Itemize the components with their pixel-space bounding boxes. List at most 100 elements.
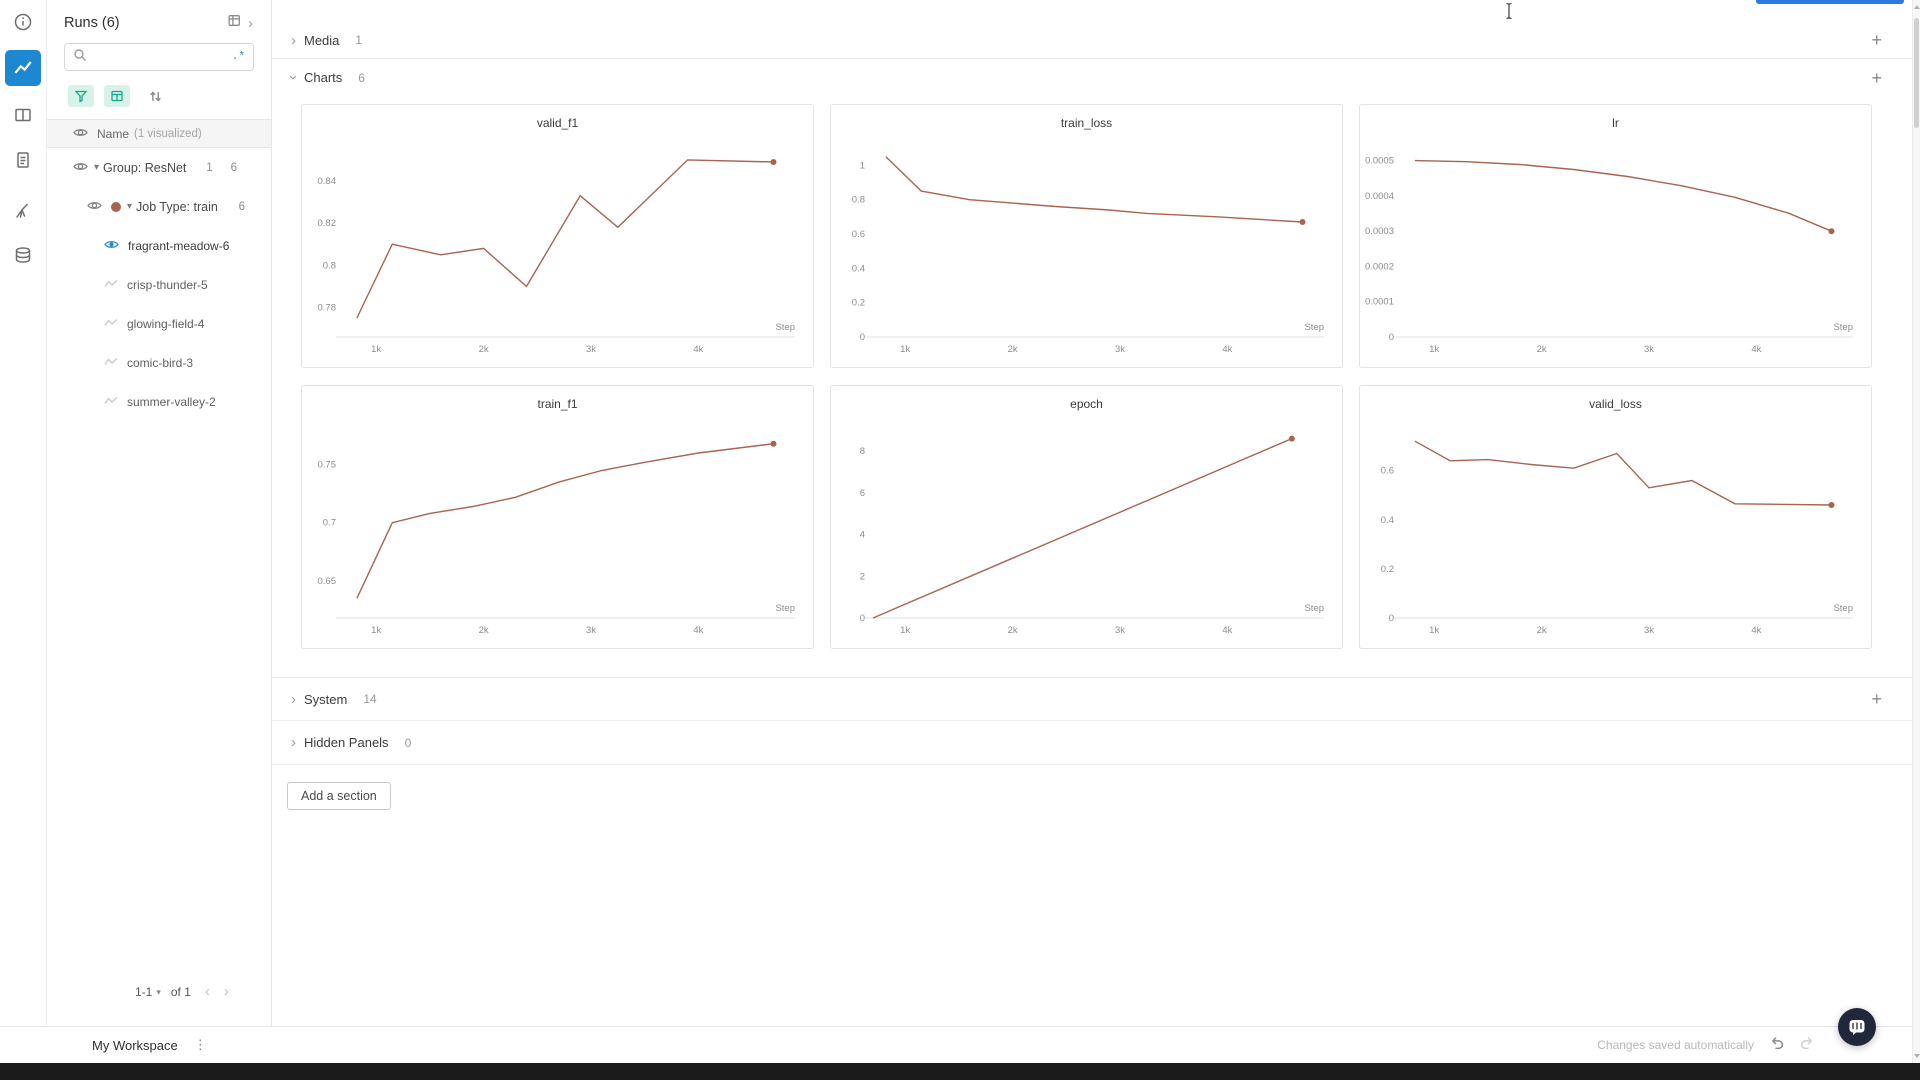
- scrollbar[interactable]: [1912, 0, 1920, 1063]
- section-charts[interactable]: › Charts 6 +: [272, 59, 1912, 96]
- run-line-icon[interactable]: [104, 393, 118, 411]
- svg-text:8: 8: [860, 446, 865, 457]
- save-status: Changes saved automatically: [1597, 1038, 1754, 1052]
- filter-button[interactable]: [68, 85, 94, 107]
- run-item[interactable]: glowing-field-4: [47, 304, 271, 343]
- svg-text:0.0002: 0.0002: [1365, 262, 1394, 273]
- search-input[interactable]: [93, 50, 232, 64]
- prev-page-icon[interactable]: ‹: [204, 983, 210, 1000]
- chart-panel[interactable]: train_loss 1k 2k 3k 4k 0 0.2 0.4 0.6 0.8 1 Step: [830, 104, 1343, 368]
- artifacts-icon[interactable]: [11, 243, 35, 267]
- scroll-down-icon[interactable]: [1914, 1054, 1920, 1058]
- chevron-right-icon[interactable]: ›: [291, 690, 296, 708]
- chart-panel[interactable]: valid_f1 1k 2k 3k 4k 0.78 0.8 0.82 0.84 Step: [301, 104, 814, 368]
- page-of: of 1: [170, 984, 191, 999]
- undo-icon[interactable]: [1768, 1034, 1785, 1056]
- run-item[interactable]: fragrant-meadow-6: [47, 226, 271, 265]
- sweeps-icon[interactable]: [11, 199, 35, 223]
- svg-text:0.65: 0.65: [318, 576, 337, 587]
- add-panel-icon[interactable]: +: [1871, 67, 1882, 88]
- section-hidden-panels[interactable]: › Hidden Panels 0: [272, 721, 1912, 765]
- svg-text:0.2: 0.2: [1381, 564, 1394, 575]
- svg-text:1k: 1k: [900, 344, 910, 355]
- group-row[interactable]: ▾ Group: ResNet 1 6: [47, 148, 271, 187]
- section-count: 0: [404, 735, 412, 750]
- svg-text:0.0003: 0.0003: [1365, 226, 1394, 237]
- svg-text:0: 0: [860, 613, 865, 624]
- runs-table-toggle-icon[interactable]: [227, 13, 242, 33]
- svg-text:1k: 1k: [1429, 625, 1439, 636]
- add-section-button[interactable]: Add a section: [287, 782, 391, 810]
- svg-text:Step: Step: [1304, 322, 1324, 333]
- eye-icon[interactable]: [87, 200, 102, 214]
- svg-text:1: 1: [860, 160, 865, 171]
- chart-panel[interactable]: train_f1 1k 2k 3k 4k 0.65 0.7 0.75 Step: [301, 385, 814, 649]
- chart-title: train_loss: [1060, 116, 1113, 130]
- workspace-menu-icon[interactable]: ⋮: [193, 1037, 207, 1052]
- svg-text:2k: 2k: [1537, 625, 1547, 636]
- svg-text:0.75: 0.75: [318, 460, 337, 471]
- name-column-label: Name: [97, 126, 130, 141]
- chat-messenger-button[interactable]: [1838, 1008, 1876, 1046]
- run-line-icon[interactable]: [104, 315, 118, 333]
- eye-icon[interactable]: [104, 237, 119, 255]
- regex-toggle[interactable]: .*: [231, 51, 245, 63]
- section-media[interactable]: › Media 1 +: [272, 22, 1912, 59]
- runs-sidebar: Runs (6) › .*: [47, 0, 272, 1026]
- caret-down-icon[interactable]: ▾: [94, 162, 100, 173]
- page-range[interactable]: 1-1: [135, 984, 153, 999]
- chevron-right-icon[interactable]: ›: [291, 31, 296, 49]
- add-panel-icon[interactable]: +: [1871, 30, 1882, 50]
- svg-text:Step: Step: [1833, 322, 1853, 333]
- caret-down-icon[interactable]: ▾: [127, 201, 133, 212]
- runs-title: Runs (6): [64, 15, 120, 31]
- scrollbar-thumb[interactable]: [1914, 18, 1919, 128]
- chart-title: lr: [1612, 116, 1619, 130]
- runs-table-icon[interactable]: [11, 103, 35, 127]
- runs-pagination: 1-1 ▾ of 1 ‹ ›: [135, 983, 229, 1000]
- run-item[interactable]: summer-valley-2: [47, 382, 271, 421]
- workspace-charts-icon[interactable]: [5, 50, 41, 86]
- svg-text:2k: 2k: [1008, 344, 1018, 355]
- caret-down-icon[interactable]: ▾: [156, 987, 161, 997]
- section-system[interactable]: › System 14 +: [272, 677, 1912, 721]
- section-label: Charts: [304, 70, 343, 85]
- run-item[interactable]: comic-bird-3: [47, 343, 271, 382]
- chart-panel[interactable]: lr 1k 2k 3k 4k 0 0.0001 0.0002 0.0003 0.0004 0.000…: [1359, 104, 1872, 368]
- chevron-right-icon[interactable]: ›: [248, 14, 253, 32]
- eye-icon[interactable]: [73, 125, 88, 143]
- eye-icon[interactable]: [73, 161, 88, 175]
- chevron-down-icon[interactable]: ›: [285, 75, 302, 80]
- svg-text:2k: 2k: [479, 625, 489, 636]
- next-page-icon[interactable]: ›: [223, 983, 229, 1000]
- chart-panel[interactable]: epoch 1k 2k 3k 4k 0 2 4 6 8 Step: [830, 385, 1343, 649]
- info-icon[interactable]: [11, 10, 35, 34]
- chart-title: train_f1: [537, 397, 578, 411]
- svg-text:3k: 3k: [586, 344, 596, 355]
- scroll-up-icon[interactable]: [1914, 5, 1920, 9]
- redo-icon[interactable]: [1799, 1034, 1816, 1056]
- svg-text:0.84: 0.84: [318, 176, 337, 187]
- chevron-right-icon[interactable]: ›: [291, 734, 296, 751]
- run-line-icon[interactable]: [104, 354, 118, 372]
- reports-icon[interactable]: [11, 148, 35, 172]
- chart-panel[interactable]: valid_loss 1k 2k 3k 4k 0 0.2 0.4 0.6 Step: [1359, 385, 1872, 649]
- section-count: 1: [355, 33, 363, 47]
- svg-text:Step: Step: [1833, 603, 1853, 614]
- jobtype-runs-count: 6: [238, 200, 245, 213]
- svg-text:4k: 4k: [1751, 344, 1761, 355]
- chart-plot: 1k 2k 3k 4k 0.78 0.8 0.82 0.84 Step: [318, 159, 795, 355]
- section-label: Media: [304, 32, 340, 48]
- runs-search-box[interactable]: .*: [64, 43, 254, 71]
- group-button[interactable]: [104, 85, 130, 107]
- jobtype-row[interactable]: ▾ Job Type: train 6: [47, 187, 271, 226]
- run-item[interactable]: crisp-thunder-5: [47, 265, 271, 304]
- add-panel-icon[interactable]: +: [1871, 689, 1882, 709]
- run-name: fragrant-meadow-6: [128, 238, 230, 253]
- workspace-name[interactable]: My Workspace: [92, 1037, 178, 1053]
- chart-plot: 1k 2k 3k 4k 0 0.0001 0.0002 0.0003 0.0004 0.0005 S…: [1365, 156, 1853, 355]
- visualized-header-row[interactable]: Name (1 visualized): [47, 119, 271, 148]
- sort-button[interactable]: [148, 89, 163, 104]
- run-line-icon[interactable]: [104, 276, 118, 294]
- top-button-partial[interactable]: [1756, 0, 1904, 4]
